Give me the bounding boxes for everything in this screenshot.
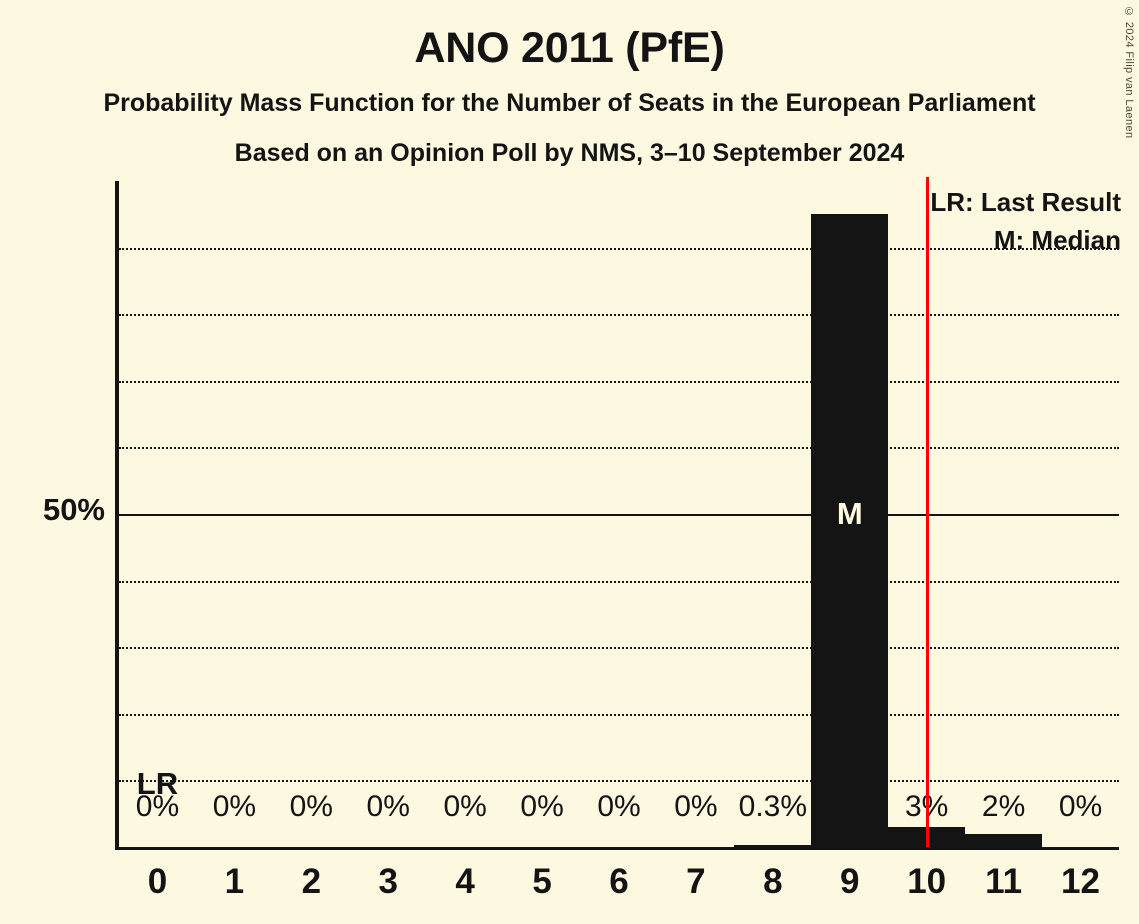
chart-subtitle: Probability Mass Function for the Number… — [103, 89, 1036, 117]
bar — [811, 214, 889, 847]
gridline-major — [119, 514, 1119, 516]
x-axis-tick-label: 4 — [455, 862, 475, 901]
x-axis-tick-label: 1 — [224, 862, 245, 901]
gridline — [119, 247, 1119, 250]
gridline — [119, 713, 1119, 716]
x-axis-tick-label: 9 — [840, 862, 860, 901]
legend-item-median: M: Median — [993, 225, 1121, 255]
x-axis-tick-label: 12 — [1061, 862, 1100, 901]
plot-area: M 0%0%0%0%0%0%0%0%0.3%95%3%2%0% LR — [115, 177, 1119, 850]
bar — [734, 845, 812, 847]
x-axis-tick-label: 10 — [907, 862, 947, 901]
gridline — [119, 780, 1119, 783]
x-axis-tick-label: 5 — [532, 862, 552, 901]
x-axis-ticks: 0 1 2 3 4 5 6 7 8 9 10 11 12 — [119, 862, 1119, 914]
bar-value-label: 2% — [981, 790, 1026, 823]
last-result-marker-label: LR — [136, 765, 179, 801]
legend-item-last-result: LR: Last Result — [930, 187, 1121, 217]
gridline — [119, 447, 1119, 450]
bar-value-label: 0% — [674, 790, 718, 823]
bar-value-label: 0.3% — [738, 790, 808, 823]
bar-value-label: 0% — [597, 790, 641, 823]
bar-value-label: 0% — [366, 790, 410, 823]
x-axis-tick-label: 0 — [147, 862, 168, 901]
y-axis-tick-label: 50% — [42, 492, 105, 527]
copyright-notice: © 2024 Filip van Laenen — [1123, 6, 1135, 139]
x-axis-line — [115, 847, 1119, 850]
chart-header: ANO 2011 (PfE) Probability Mass Function… — [0, 0, 1139, 178]
x-axis-tick-label: 8 — [763, 862, 783, 901]
x-axis-tick-label: 6 — [609, 862, 629, 901]
bar-value-label: 0% — [289, 790, 333, 823]
gridline — [119, 647, 1119, 650]
bar-value-label: 0% — [135, 790, 180, 823]
last-result-vertical-line — [925, 177, 929, 847]
x-axis-tick-label: 7 — [686, 862, 706, 901]
bar-value-label: 0% — [212, 790, 257, 823]
x-axis-tick-label: 3 — [378, 862, 398, 901]
gridline — [119, 314, 1119, 317]
bar-value-label: 0% — [520, 790, 564, 823]
bar-value-label: 0% — [443, 790, 487, 823]
y-axis-line — [115, 181, 119, 847]
bar-value-label: 0% — [1058, 790, 1103, 823]
x-axis-tick-label: 11 — [985, 862, 1023, 901]
gridline — [119, 380, 1119, 383]
bar — [965, 833, 1043, 847]
x-axis-tick-label: 2 — [301, 862, 322, 901]
page-title: ANO 2011 (PfE) — [414, 24, 725, 72]
chart-source-line: Based on an Opinion Poll by NMS, 3–10 Se… — [234, 139, 905, 167]
chart-legend: LR: Last Result M: Median — [930, 183, 1121, 259]
gridline — [119, 580, 1119, 583]
